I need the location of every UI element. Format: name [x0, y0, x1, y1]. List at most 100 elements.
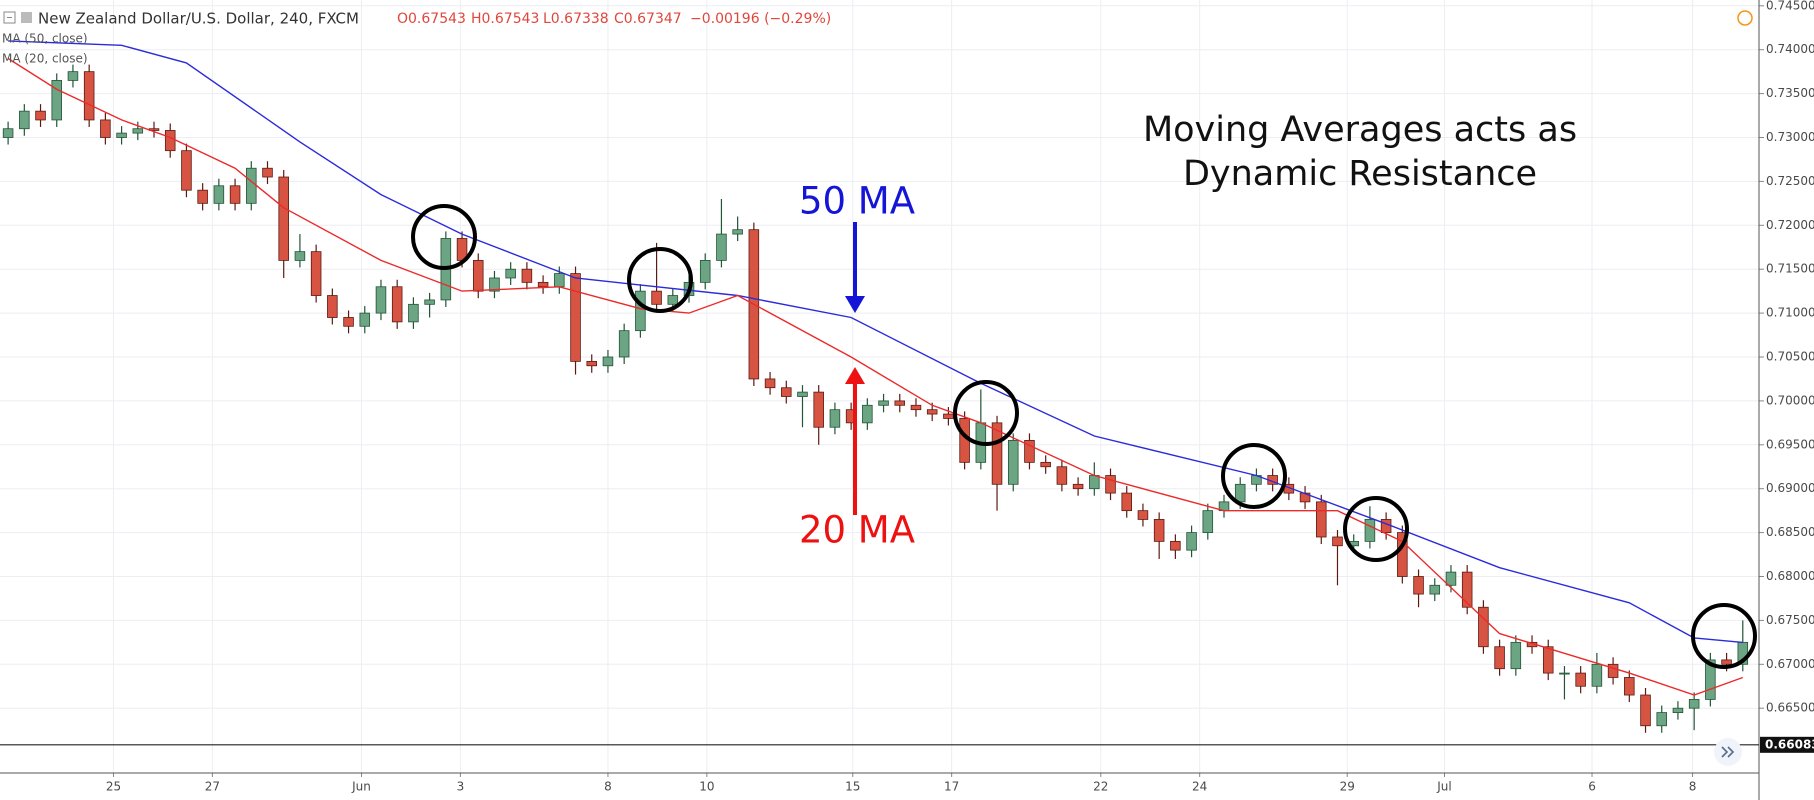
x-tick-label: 15 — [845, 780, 860, 794]
candle-body — [602, 356, 614, 367]
label-50: 50 MA — [799, 180, 915, 223]
candle-body — [991, 422, 1003, 485]
candle-body — [1672, 707, 1684, 713]
ma-line — [8, 40, 1743, 644]
candle-body — [100, 119, 111, 138]
candle-body — [408, 303, 419, 323]
alert-icon[interactable] — [1737, 10, 1753, 26]
x-tick-label: 25 — [106, 780, 121, 794]
candle-body — [1494, 646, 1505, 670]
annotations: 50 MA 20 MA Moving Averages acts as Dyna… — [411, 110, 1757, 669]
candle-body — [1688, 699, 1700, 709]
legend-ma20[interactable]: MA (20, close) — [2, 52, 88, 66]
candle-body — [116, 132, 127, 138]
candle-body — [472, 260, 484, 292]
symbol-title[interactable]: New Zealand Dollar/U.S. Dollar, 240, FXC… — [38, 10, 359, 28]
ohlc-open: O0.67543 — [397, 11, 466, 27]
candle-body — [764, 378, 776, 389]
candle-body — [667, 295, 679, 305]
candle-body — [1461, 571, 1473, 608]
candle-body — [570, 273, 581, 362]
candle-body — [19, 110, 30, 130]
candle-body — [35, 110, 46, 121]
ohlc-close: C0.67347 — [614, 11, 682, 27]
y-tick-label: 0.68000 — [1766, 569, 1814, 583]
candle-body — [1007, 440, 1019, 485]
candle-body — [489, 277, 500, 292]
candle-body — [1542, 646, 1554, 674]
candle-body — [505, 268, 516, 279]
candle-body — [1316, 501, 1327, 538]
y-tick-label: 0.68500 — [1766, 525, 1814, 539]
arrow-head — [845, 367, 865, 384]
candle-body — [262, 167, 273, 178]
candle-body — [1137, 510, 1149, 520]
candle-body — [1380, 519, 1392, 534]
candle-body — [391, 286, 403, 323]
x-tick-label: 24 — [1192, 780, 1207, 794]
candle-body — [1153, 519, 1165, 542]
candle-body — [1445, 571, 1457, 586]
x-tick-label: 3 — [457, 780, 465, 794]
candle-body — [618, 330, 630, 358]
candle-body — [229, 185, 241, 204]
candle-body — [813, 391, 824, 428]
y-tick-label: 0.71500 — [1766, 262, 1814, 276]
y-tick-label: 0.69000 — [1766, 481, 1814, 495]
candle-body — [375, 286, 387, 314]
ohlc-high: H0.67543 — [471, 11, 539, 27]
candle-body — [1105, 475, 1116, 494]
y-tick-label: 0.70500 — [1766, 349, 1814, 363]
flag-icon — [21, 12, 32, 23]
candle-body — [294, 251, 306, 261]
highlight-circle — [1221, 443, 1287, 509]
highlight-circle — [1343, 496, 1409, 562]
collapse-icon[interactable] — [3, 11, 16, 24]
ma-line — [7, 57, 1744, 696]
candle-body — [1510, 641, 1522, 670]
candle-body — [651, 290, 662, 305]
candle-body — [424, 299, 435, 305]
candle-body — [732, 229, 743, 235]
x-tick-label: Jun — [351, 780, 371, 794]
candle-body — [781, 387, 792, 397]
x-tick-label: 22 — [1093, 780, 1108, 794]
candle-body — [1656, 712, 1667, 727]
ohlc-change: −0.00196 (−0.29%) — [690, 11, 831, 27]
candle-body — [1121, 492, 1132, 512]
candle-body — [537, 281, 549, 288]
candle-body — [1186, 532, 1197, 551]
candle-body — [878, 400, 889, 406]
y-tick-label: 0.70000 — [1766, 393, 1814, 407]
candle-body — [343, 317, 354, 327]
candle-body — [327, 295, 338, 318]
y-tick-label: 0.74500 — [1766, 0, 1814, 12]
y-tick-label: 0.67000 — [1766, 657, 1814, 671]
annotation: Dynamic Resistance — [1183, 154, 1537, 194]
annotation: Moving Averages acts as — [1143, 110, 1577, 150]
header: New Zealand Dollar/U.S. Dollar, 240, FXC… — [2, 10, 1753, 766]
x-tick-label: 6 — [1588, 780, 1596, 794]
price-tag-label: 0.66083 — [1765, 737, 1814, 751]
candle-body — [1624, 677, 1635, 696]
label-20: 20 MA — [799, 509, 915, 552]
candle-body — [310, 251, 322, 296]
candle-body — [862, 404, 873, 424]
candle-body — [699, 260, 711, 283]
x-tick-label: 29 — [1340, 780, 1355, 794]
candle-body — [246, 167, 257, 204]
candle-body — [1575, 672, 1586, 687]
candle-body — [1591, 663, 1603, 687]
candle-body — [181, 150, 192, 191]
candle-body — [1056, 466, 1068, 485]
candle-body — [1607, 663, 1619, 678]
candle-body — [1640, 694, 1651, 727]
candle-body — [1364, 519, 1376, 542]
legend-ma50[interactable]: MA (50, close) — [2, 32, 88, 46]
price-tag — [1760, 736, 1814, 753]
highlight-circle — [953, 380, 1019, 446]
candle-body — [1559, 672, 1570, 675]
candle-body — [1705, 659, 1716, 700]
candle-body — [1478, 606, 1489, 648]
